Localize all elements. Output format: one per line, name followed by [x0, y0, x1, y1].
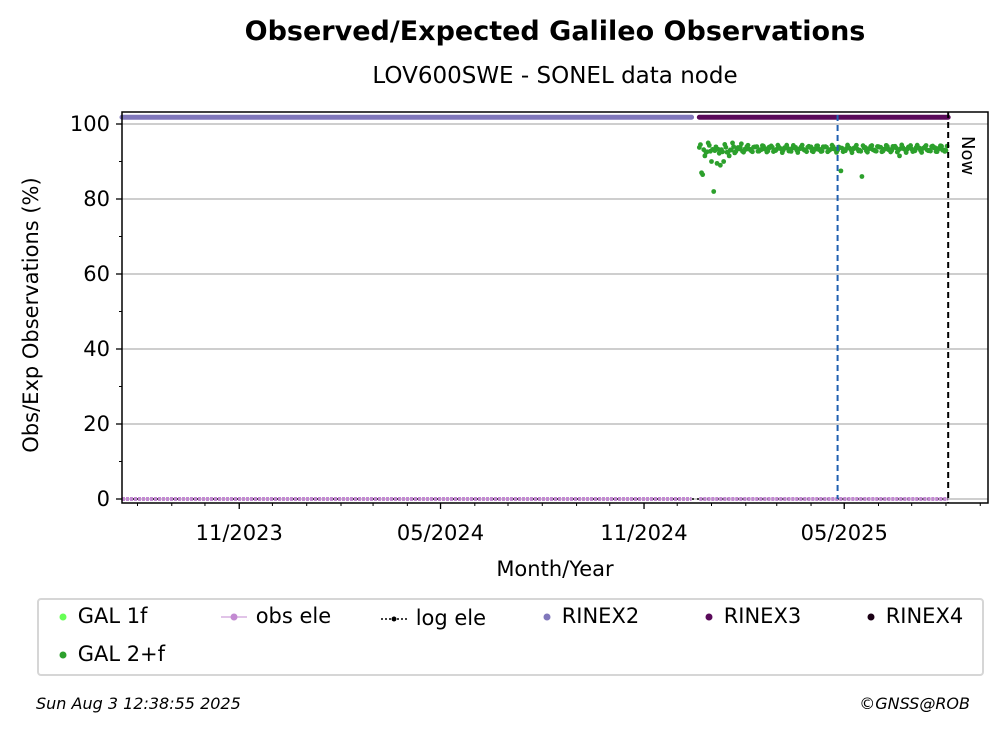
- gal-2f-point: [717, 162, 723, 168]
- gal-2f-point: [754, 144, 760, 150]
- gal-2f-point: [706, 142, 712, 148]
- gal-2f-point: [723, 144, 729, 150]
- y-tick-label: 100: [70, 112, 110, 136]
- gal-2f-point: [858, 148, 864, 154]
- x-axis-label: Month/Year: [496, 557, 614, 581]
- y-tick-label: 60: [83, 262, 110, 286]
- gal-2f-point: [838, 168, 844, 174]
- gal-2f-point: [923, 143, 929, 148]
- legend-label: GAL 1f: [77, 604, 148, 628]
- gal-2f-point: [720, 149, 725, 155]
- gal-2f-point: [804, 149, 810, 155]
- gal-2f-point: [729, 147, 734, 153]
- y-tick-label: 0: [97, 487, 110, 511]
- axes: 0 20 40 60 80 100 11/2023 05/2024 11/2024 05/2025: [70, 111, 989, 545]
- legend: GAL 1f obs ele log ele RINEX2 RINEX3 RIN…: [37, 598, 984, 676]
- legend-item-gal-1f: GAL 1f: [55, 604, 147, 628]
- legend-label: obs ele: [255, 604, 332, 628]
- legend-marker: [59, 651, 67, 659]
- y-axis-label: Obs/Exp Observations (%): [19, 177, 43, 452]
- chart-plot: Now 0 20 40 60 80 100 11/2023 05/2024 11/2024 05/…: [19, 111, 989, 581]
- footer-credit: ©GNSS@ROB: [859, 694, 970, 713]
- legend-label: RINEX3: [723, 604, 802, 628]
- chart-title: Observed/Expected Galileo Observations: [244, 16, 866, 47]
- plot-frame: [121, 111, 989, 504]
- legend-item-log-ele: log ele: [379, 606, 486, 630]
- gal-2f-point: [721, 159, 727, 164]
- legend-item-rinex4: RINEX4: [863, 604, 963, 628]
- gal-2f-point: [730, 140, 735, 146]
- y-tick-label: 80: [83, 187, 110, 211]
- legend-marker: [381, 616, 407, 622]
- y-tick-label: 40: [83, 337, 110, 361]
- gal-2f-point: [700, 172, 706, 178]
- gal-2f-point: [726, 153, 732, 159]
- footer-timestamp: Sun Aug 3 12:38:55 2025: [36, 694, 241, 713]
- gal-2f-point: [869, 143, 875, 148]
- gal-2f-point: [873, 148, 879, 154]
- x-tick-label: 11/2023: [196, 521, 283, 545]
- gal-2f-point: [919, 150, 925, 155]
- gal-2f-point: [897, 153, 902, 159]
- gal-2f-point: [731, 144, 737, 149]
- x-tick-label: 05/2024: [397, 521, 484, 545]
- legend-label: log ele: [415, 606, 487, 630]
- legend-item-rinex3: RINEX3: [701, 604, 801, 628]
- legend-marker: [705, 613, 713, 621]
- grid-lines: [122, 123, 988, 500]
- legend-marker: [543, 613, 551, 621]
- x-tick-label: 05/2025: [801, 521, 888, 545]
- gal-2f-point: [745, 142, 751, 148]
- gal-2f-point: [799, 142, 805, 148]
- gal-2f-point: [824, 144, 829, 150]
- gal-2f-point: [709, 159, 714, 164]
- legend-label: RINEX4: [885, 604, 964, 628]
- gal-2f-point: [943, 148, 949, 153]
- gal-2f-point: [853, 142, 859, 148]
- gal-2f-point: [939, 143, 944, 149]
- chart-subtitle: LOV600SWE - SONEL data node: [372, 63, 738, 89]
- data-layer: Now: [119, 112, 978, 503]
- gal-2f-point: [711, 189, 717, 194]
- gal-2f-point: [928, 148, 933, 154]
- legend-marker: [221, 613, 247, 621]
- gal-2f-point: [859, 174, 865, 179]
- legend-item-gal-2f: GAL 2+f: [55, 642, 165, 666]
- gal-2f-point: [815, 143, 821, 149]
- gal-2f-point: [738, 141, 744, 147]
- legend-item-rinex2: RINEX2: [539, 604, 639, 628]
- legend-marker: [59, 613, 67, 621]
- now-label: Now: [957, 136, 978, 175]
- legend-marker: [867, 613, 875, 621]
- x-tick-label: 11/2024: [600, 521, 687, 545]
- legend-label: GAL 2+f: [77, 642, 166, 666]
- gal-2f-point: [819, 148, 825, 154]
- legend-item-obs-ele: obs ele: [219, 604, 331, 628]
- y-tick-label: 20: [83, 412, 110, 436]
- gal-2f-point: [698, 142, 703, 147]
- gal-2f-point: [750, 149, 755, 155]
- legend-label: RINEX2: [561, 604, 640, 628]
